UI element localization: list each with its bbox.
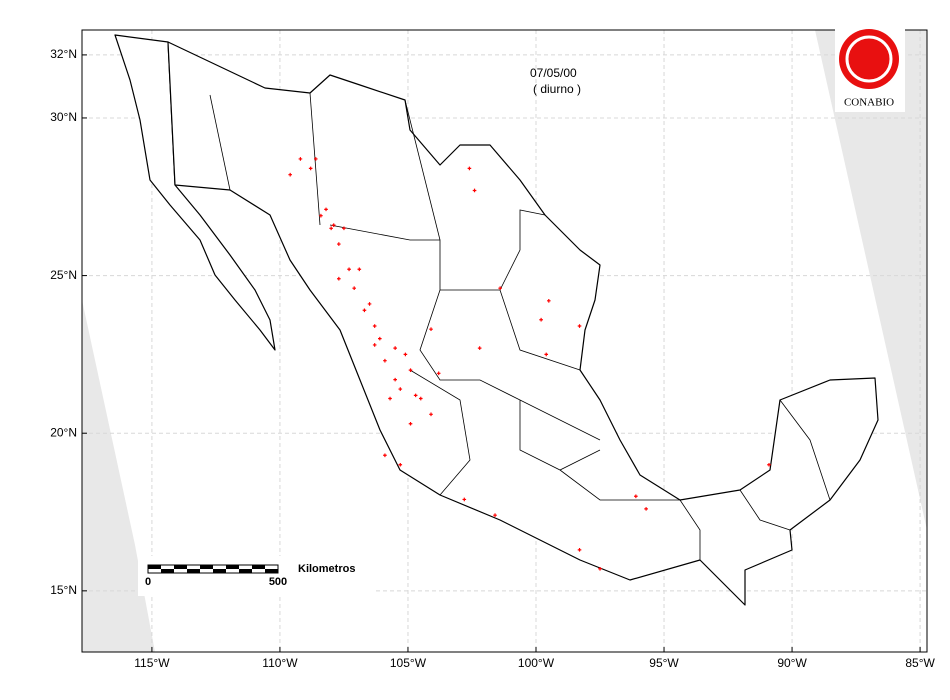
fire-point [337, 276, 341, 281]
scale-bar: 0 500 Kilometros [138, 556, 373, 596]
scale-unit: Kilometros [298, 563, 355, 575]
fire-point [403, 352, 408, 357]
fire-point [767, 462, 771, 467]
fire-point [383, 453, 387, 458]
logo: CONABIO [835, 28, 905, 112]
fire-point [398, 387, 403, 391]
y-tick-label: 30°N [50, 110, 77, 124]
no-data-area [82, 300, 155, 652]
fire-point [352, 286, 356, 290]
fire-point [436, 371, 441, 376]
fire-point [329, 226, 333, 231]
y-tick-label: 20°N [50, 425, 77, 439]
y-tick-label: 25°N [50, 268, 77, 282]
x-tick-label: 85°W [905, 656, 935, 670]
scale-bar-background [138, 556, 373, 596]
fire-point [577, 548, 582, 552]
no-data-area [815, 30, 927, 530]
fire-point [539, 317, 543, 322]
mainland [167, 41, 879, 606]
fire-point [347, 267, 351, 272]
fire-point [388, 396, 392, 401]
scale-check [187, 569, 200, 573]
fire-point [644, 507, 648, 511]
scale-check [252, 565, 265, 569]
fire-point [383, 358, 387, 363]
scale-check [200, 565, 213, 569]
fire-point [413, 393, 418, 398]
fire-point [546, 299, 551, 303]
x-tick-label: 115°W [134, 656, 170, 670]
y-tick-label: 32°N [50, 47, 77, 61]
scale-bar-checks [148, 565, 278, 573]
fire-point [288, 172, 292, 177]
date: 07/05/00 [530, 66, 577, 80]
fire-point [493, 513, 497, 517]
fire-point [308, 166, 313, 171]
scale-check [174, 565, 187, 569]
fire-point [362, 308, 367, 313]
fire-point [467, 166, 472, 171]
fire-point [418, 396, 423, 401]
scale-check [213, 569, 226, 573]
y-tick-label: 15°N [50, 583, 77, 597]
fire-point [324, 207, 328, 212]
fire-point [429, 412, 433, 417]
fire-point [408, 421, 413, 426]
fire-point [393, 346, 397, 350]
fire-point [319, 213, 323, 218]
baja-peninsula [114, 34, 276, 351]
fire-point [377, 336, 382, 341]
fire-point [337, 242, 341, 246]
scale-check [226, 565, 239, 569]
logo-text: CONABIO [844, 97, 894, 109]
fires [288, 157, 771, 571]
scale-end: 500 [269, 576, 287, 588]
fire-point [598, 566, 602, 571]
scale-check [265, 569, 278, 573]
fire-point [331, 223, 336, 227]
fire-point [634, 494, 638, 499]
mode: ( diurno ) [533, 82, 581, 96]
fire-point [298, 157, 303, 161]
fire-point [367, 302, 372, 306]
fire-point [342, 226, 346, 231]
fire-point [357, 267, 362, 272]
fire-point [408, 368, 413, 372]
fire-point [498, 286, 502, 290]
scale-check [161, 569, 174, 573]
fire-point [477, 346, 482, 350]
x-tick-label: 105°W [390, 656, 427, 670]
fire-point [544, 352, 549, 357]
fire-point [472, 188, 477, 193]
scale-check [148, 565, 161, 569]
scale-check [239, 569, 252, 573]
x-tick-label: 110°W [262, 656, 298, 670]
scale-start: 0 [145, 576, 151, 588]
fire-point [372, 343, 377, 347]
x-tick-label: 90°W [777, 656, 807, 670]
fire-point [398, 462, 403, 467]
x-tick-label: 95°W [649, 656, 679, 670]
logo-ring [845, 35, 893, 83]
fire-point [393, 377, 397, 382]
fire-point [462, 497, 467, 502]
x-tick-label: 100°W [518, 656, 555, 670]
fire-point [577, 324, 582, 328]
fire-point [372, 324, 377, 328]
fire-point [429, 327, 433, 331]
fire-point [313, 157, 318, 161]
frame [81, 29, 928, 653]
